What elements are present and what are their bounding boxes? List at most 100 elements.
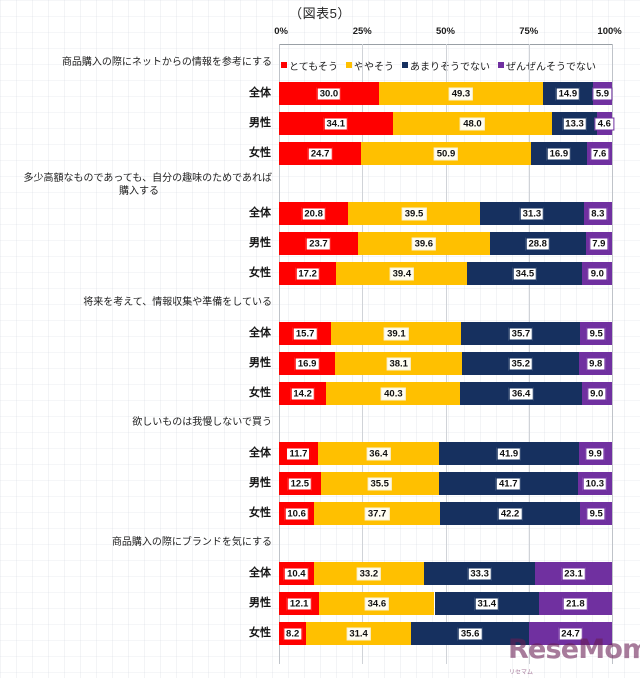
bar-value-label: 4.6: [594, 117, 614, 130]
row-category-label: 男性: [249, 477, 271, 489]
bar-segment: 14.9: [543, 82, 593, 105]
bar-value-label: 9.5: [586, 507, 606, 520]
legend-item-not_much: あまりそうでない: [402, 58, 490, 73]
bar-value-label: 33.3: [467, 567, 492, 580]
bar-segment: 31.3: [479, 202, 585, 225]
resemom-watermark: ReseMom. リセマム: [508, 634, 640, 696]
bar-value-label: 7.6: [590, 147, 610, 160]
bar-segment: 37.7: [314, 502, 440, 525]
bar-value-label: 35.2: [508, 357, 533, 370]
bar-value-label: 12.1: [286, 597, 312, 610]
bar-segment: 10.3: [577, 472, 612, 495]
question-label-line: 欲しいものは我慢しないで買う: [132, 417, 272, 428]
bar-segment: 30.0: [279, 82, 379, 105]
bar-value-label: 40.3: [381, 387, 406, 400]
bar-segment: 31.4: [434, 592, 540, 615]
bar-value-label: 13.3: [562, 117, 587, 130]
chart-row: 全体 11.7 36.4 41.9 9.9: [249, 442, 612, 465]
bar-segment: 9.0: [582, 262, 613, 285]
legend-label: ややそう: [354, 61, 394, 73]
question-label-line: 将来を考えて、情報収集や準備をしている: [83, 297, 272, 308]
x-axis-tick-label: 0%: [274, 26, 288, 37]
bar-value-label: 15.7: [292, 327, 318, 340]
bar-value-label: 41.9: [496, 447, 522, 460]
bar-segment: 34.6: [319, 592, 435, 615]
x-axis-tick-label: 100%: [597, 26, 622, 37]
legend-swatch-icon: [498, 62, 504, 68]
row-category-label: 全体: [249, 87, 271, 99]
bar-segment: 5.9: [592, 82, 613, 105]
chart-row: 女性 10.6 37.7 42.2 9.5: [249, 502, 612, 525]
bar-segment: 13.3: [552, 112, 597, 135]
bar-value-label: 5.9: [592, 87, 613, 100]
bar-value-label: 34.1: [323, 117, 349, 130]
question-label-line: 購入する: [119, 186, 159, 197]
question-label-line: 商品購入の際にネットからの情報を参考にする: [61, 57, 272, 68]
bar-value-label: 8.2: [283, 627, 303, 640]
x-axis-tick-label: 75%: [519, 26, 539, 37]
row-category-label: 男性: [249, 597, 271, 609]
bar-segment: 39.1: [331, 322, 462, 345]
bar-value-label: 35.7: [508, 327, 534, 340]
bar-segment: 38.1: [335, 352, 463, 375]
bar-value-label: 38.1: [386, 357, 411, 370]
bar-segment: 14.2: [279, 382, 327, 405]
bar-value-label: 7.9: [589, 237, 609, 250]
legend-swatch-icon: [281, 62, 287, 68]
chart-row: 男性 12.5 35.5 41.7 10.3: [249, 472, 612, 495]
bar-value-label: 16.9: [546, 147, 572, 160]
bar-value-label: 12.5: [287, 477, 313, 490]
row-category-label: 全体: [249, 567, 271, 579]
bar-value-label: 10.4: [284, 567, 309, 580]
legend-item-very: とてもそう: [281, 58, 338, 73]
bar-value-label: 31.4: [346, 627, 371, 640]
chart-title: （図表5）: [289, 6, 351, 21]
watermark-text: ReseMom.: [508, 634, 640, 665]
bar-segment: 16.9: [279, 352, 336, 375]
chart-row: 女性 14.2 40.3 36.4 9.0: [249, 382, 612, 405]
bar-value-label: 9.0: [587, 267, 607, 280]
bar-segment: 49.3: [378, 82, 544, 105]
bar-value-label: 31.3: [519, 207, 545, 220]
bar-segment: 12.5: [279, 472, 321, 495]
bar-value-label: 48.0: [460, 117, 485, 130]
bar-value-label: 36.4: [366, 447, 391, 460]
bar-segment: 7.6: [587, 142, 613, 165]
legend-swatch-icon: [402, 62, 408, 68]
chart-row: 全体 30.0 49.3 14.9 5.9: [249, 82, 613, 105]
bar-segment: 10.6: [279, 502, 315, 525]
chart-row: 全体 15.7 39.1 35.7 9.5: [249, 322, 612, 345]
chart-row: 女性 8.2 31.4 35.6 24.7: [249, 622, 612, 645]
question-label: 商品購入の際にブランドを気にする: [6, 536, 272, 549]
bar-value-label: 41.7: [496, 477, 521, 490]
bar-segment: 23.7: [279, 232, 358, 255]
bar-value-label: 24.7: [558, 627, 583, 640]
bar-value-label: 14.9: [555, 87, 581, 100]
bar-value-label: 34.6: [364, 597, 390, 610]
bar-value-label: 39.5: [401, 207, 427, 220]
row-category-label: 女性: [249, 627, 271, 639]
bar-segment: 39.5: [348, 202, 480, 225]
bar-value-label: 39.1: [384, 327, 409, 340]
row-category-label: 全体: [249, 447, 271, 459]
bar-value-label: 23.7: [306, 237, 331, 250]
bar-segment: 11.7: [279, 442, 318, 465]
bar-value-label: 16.9: [294, 357, 320, 370]
question-label: 将来を考えて、情報収集や準備をしている: [6, 296, 272, 309]
bar-segment: 35.5: [320, 472, 439, 495]
chart-row: 男性 34.1 48.0 13.3 4.6: [249, 112, 614, 135]
chart-row: 男性 23.7 39.6 28.8 7.9: [249, 232, 612, 255]
bar-value-label: 34.5: [512, 267, 538, 280]
bar-segment: 31.4: [306, 622, 411, 645]
bar-segment: 35.6: [410, 622, 530, 645]
row-category-label: 男性: [249, 357, 271, 369]
chart-plot-area: とてもそう ややそう あまりそうでない ぜんぜんそうでない 全体 30.0 49.3 14.…: [249, 44, 614, 664]
bar-segment: 21.8: [539, 592, 612, 615]
bar-value-label: 23.1: [561, 567, 586, 580]
question-label: 多少高額なものであっても、自分の趣味のためであれば 購入する: [6, 172, 273, 198]
bar-segment: 10.4: [279, 562, 314, 585]
bar-value-label: 9.5: [586, 327, 606, 340]
bar-segment: 9.8: [579, 352, 612, 375]
chart-row: 男性 16.9 38.1 35.2 9.8: [249, 352, 612, 375]
bar-segment: 35.7: [461, 322, 581, 345]
